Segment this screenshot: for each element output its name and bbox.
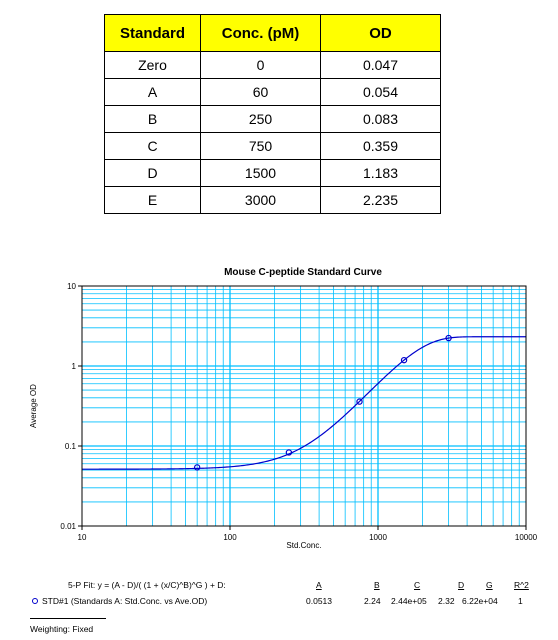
header-conc: Conc. (pM) [200,14,321,52]
fit-curve [82,336,526,470]
series-label: STD#1 (Standards A: Std.Conc. vs Ave.OD) [42,596,208,606]
cell-standard: C [104,132,201,160]
cell-standard: Zero [104,51,201,79]
y-tick-label: 10 [67,282,76,291]
series-marker-icon [32,598,38,604]
table-row: D 1500 1.183 [104,159,441,187]
cell-standard: A [104,78,201,106]
cell-conc: 3000 [200,186,321,214]
cell-od: 0.054 [320,78,441,106]
data-points [193,334,452,471]
cell-od: 2.235 [320,186,441,214]
cell-standard: B [104,105,201,133]
table-header-row: Standard Conc. (pM) OD [104,14,441,52]
cell-od: 1.183 [320,159,441,187]
cell-od: 0.047 [320,51,441,79]
x-tick-label: 100 [223,533,237,542]
param-header-g: G [486,580,493,590]
data-point [400,356,408,364]
param-value-c: 2.44e+05 [391,596,427,606]
data-point [356,398,363,405]
x-tick-label: 10 [78,533,87,542]
y-axis-label: Average OD [29,384,38,428]
param-header-b: B [374,580,380,590]
cell-conc: 750 [200,132,321,160]
x-tick-label: 10000 [515,533,538,542]
weighting-label: Weighting: Fixed [30,624,94,634]
param-header-r2: R^2 [514,580,529,590]
y-tick-label: 1 [72,362,77,371]
standards-table: Standard Conc. (pM) OD Zero 0 0.047 A 60… [104,14,441,214]
cell-conc: 0 [200,51,321,79]
table-row: E 3000 2.235 [104,186,441,214]
grid-lines [82,286,526,526]
fit-equation: 5-P Fit: y = (A - D)/( (1 + (x/C)^B)^G )… [68,580,226,590]
fit-summary: 5-P Fit: y = (A - D)/( (1 + (x/C)^B)^G )… [0,574,558,640]
cell-standard: D [104,159,201,187]
param-value-r2: 1 [518,596,523,606]
cell-conc: 1500 [200,159,321,187]
table-row: Zero 0 0.047 [104,51,441,79]
plot-frame [81,285,527,527]
cell-standard: E [104,186,201,214]
y-tick-label: 0.01 [60,522,76,531]
axis-ticks: 10 100 1000 10000 0.01 0.1 1 10 [60,282,537,542]
header-standard: Standard [104,14,201,52]
cell-conc: 60 [200,78,321,106]
data-point [445,334,452,342]
data-point [285,449,293,456]
data-point [193,464,201,471]
param-header-a: A [316,580,322,590]
table-row: B 250 0.083 [104,105,441,133]
y-tick-label: 0.1 [65,442,77,451]
weighting-divider [30,618,106,619]
chart-title: Mouse C-peptide Standard Curve [224,267,382,278]
param-value-b: 2.24 [364,596,381,606]
header-od: OD [320,14,441,52]
param-value-g: 6.22e+04 [462,596,498,606]
param-header-c: C [414,580,421,590]
x-tick-label: 1000 [369,533,387,542]
cell-od: 0.083 [320,105,441,133]
param-header-d: D [458,580,465,590]
table-row: A 60 0.054 [104,78,441,106]
standard-curve-chart: Mouse C-peptide Standard Curve 10 100 1000… [29,267,538,550]
x-axis-label: Std.Conc. [286,541,321,550]
table-row: C 750 0.359 [104,132,441,160]
param-value-d: 2.32 [438,596,455,606]
param-value-a: 0.0513 [306,596,332,606]
cell-od: 0.359 [320,132,441,160]
cell-conc: 250 [200,105,321,133]
